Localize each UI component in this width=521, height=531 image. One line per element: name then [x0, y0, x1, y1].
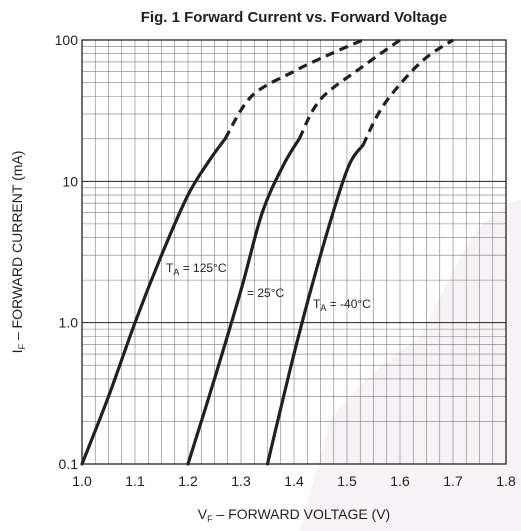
x-tick-label: 1.8: [496, 473, 516, 489]
chart-title: Fig. 1 Forward Current vs. Forward Volta…: [141, 9, 447, 26]
series-0-solid-line: [80, 137, 227, 466]
x-tick-label: 1.1: [125, 473, 145, 489]
series-2-dashed-line: [361, 38, 454, 147]
series-1-dashed-line: [297, 38, 401, 140]
x-tick-label: 1.0: [72, 473, 92, 489]
x-tick-label: 1.5: [337, 473, 357, 489]
y-tick-label: 100: [55, 32, 79, 48]
x-tick-label: 1.2: [178, 473, 198, 489]
series-1-solid-line: [186, 137, 301, 466]
y-axis-label: IF – FORWARD CURRENT (mA): [9, 151, 27, 354]
x-tick-label: 1.6: [390, 473, 410, 489]
y-tick-label: 10: [62, 173, 78, 189]
annotation-minus40c: TA = -40°C: [313, 297, 371, 313]
x-tick-label: 1.7: [443, 473, 463, 489]
plot-frame: [81, 39, 507, 465]
annotation-25c: = 25°C: [247, 286, 284, 300]
series-2-solid-line: [265, 143, 365, 466]
x-axis-label: VF – FORWARD VOLTAGE (V): [198, 506, 390, 524]
series-0-dashed-line: [223, 38, 364, 140]
y-tick-labels: 0.1 1.0 10 100: [55, 32, 79, 472]
y-tick-label: 0.1: [59, 456, 79, 472]
curves: [80, 38, 454, 466]
annotation-125c: TA = 125°C: [166, 261, 227, 277]
y-tick-label: 1.0: [59, 315, 79, 331]
x-tick-labels: 1.0 1.1 1.2 1.3 1.4 1.5 1.6 1.7 1.8: [72, 473, 516, 489]
x-tick-label: 1.4: [284, 473, 304, 489]
x-tick-label: 1.3: [231, 473, 251, 489]
